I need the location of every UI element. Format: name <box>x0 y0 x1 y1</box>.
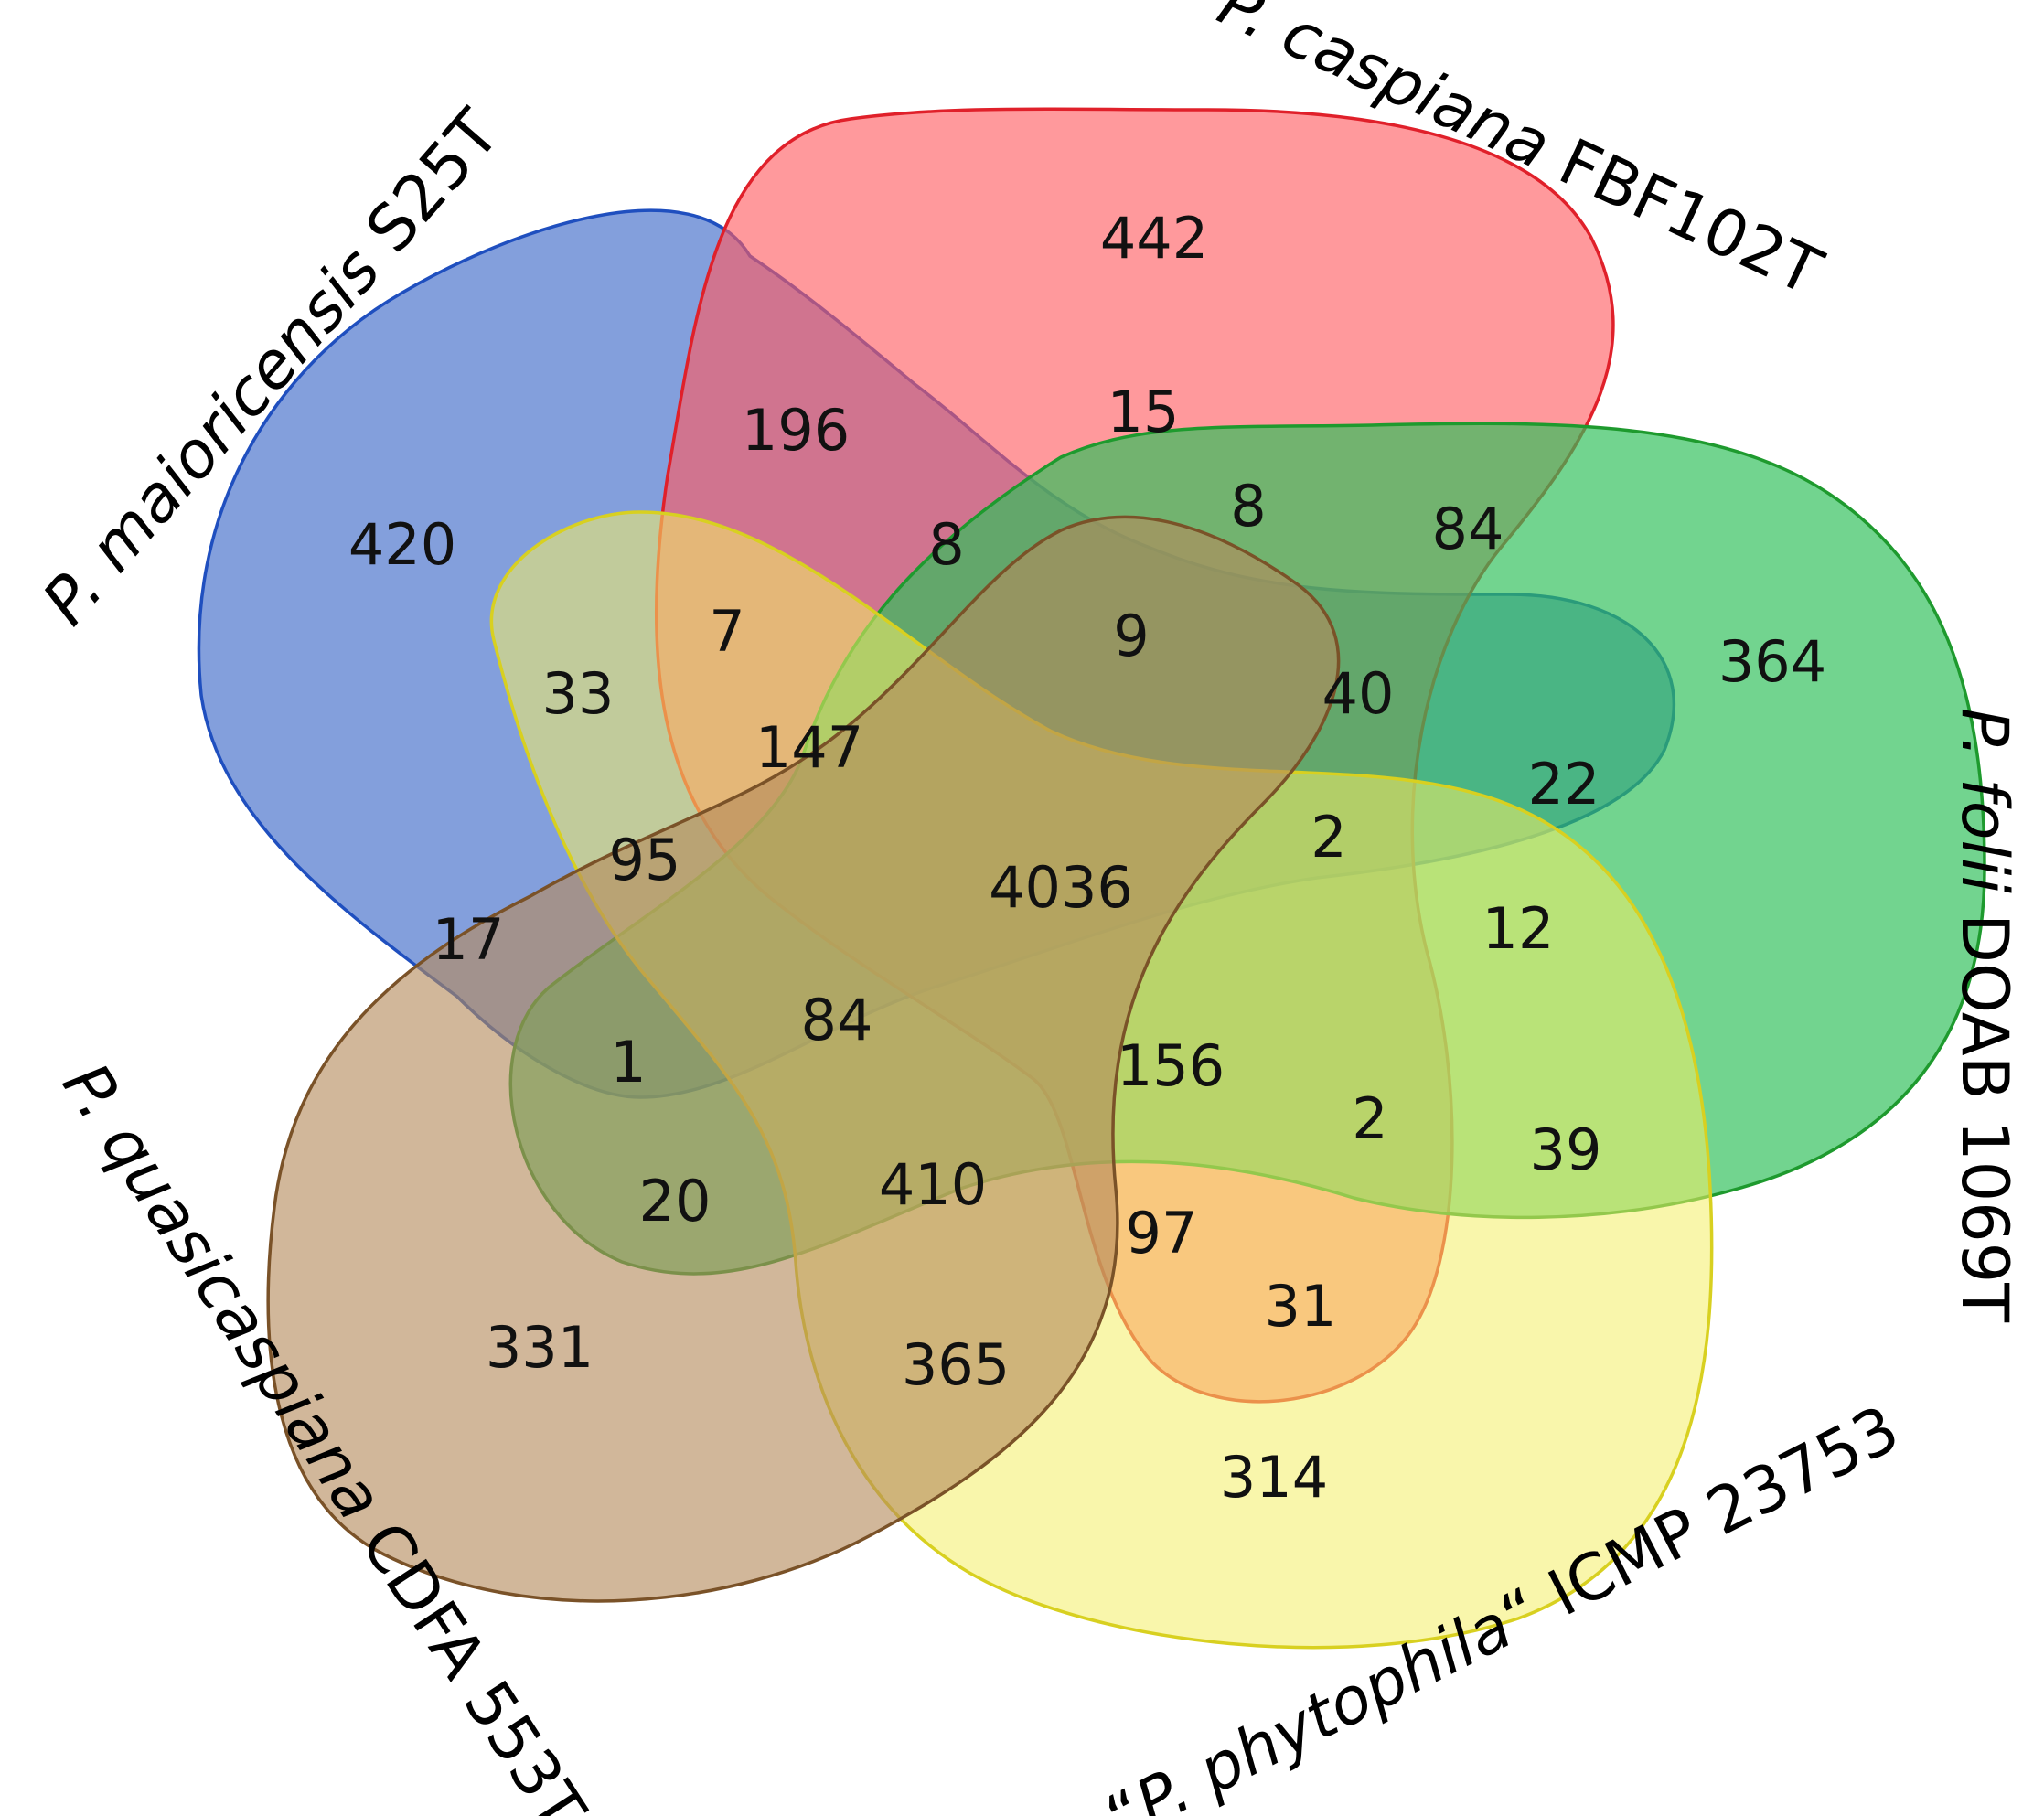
set-label-folii-strain: DOAB 1069T <box>1947 893 2022 1322</box>
region-count: 2 <box>1311 804 1346 871</box>
region-count-quasicaspiana-only: 331 <box>486 1314 594 1381</box>
region-count: 12 <box>1482 895 1555 962</box>
region-count-phytophila-only: 314 <box>1220 1444 1328 1511</box>
set-label-folii: P. folii DOAB 1069T <box>1947 708 2022 1322</box>
set-shape-quasicaspiana <box>266 515 1341 1603</box>
region-count: 95 <box>609 827 681 893</box>
region-count: 97 <box>1126 1200 1198 1266</box>
region-count: 9 <box>1113 603 1149 669</box>
region-count: 84 <box>1432 496 1504 562</box>
region-count: 4036 <box>989 854 1133 921</box>
region-count: 147 <box>755 714 863 781</box>
region-count: 410 <box>879 1151 987 1218</box>
region-count: 17 <box>433 906 505 973</box>
region-count: 156 <box>1117 1032 1225 1099</box>
region-count: 20 <box>639 1168 712 1234</box>
region-count: 7 <box>709 598 744 665</box>
region-count: 196 <box>742 397 850 464</box>
set-shapes <box>197 107 1986 1650</box>
region-count: 31 <box>1265 1273 1337 1340</box>
region-count: 40 <box>1322 660 1395 727</box>
region-count-maioricensis-only: 420 <box>348 511 456 578</box>
region-count: 8 <box>928 511 964 578</box>
region-count-folii-only: 364 <box>1718 628 1826 695</box>
region-count: 8 <box>1230 473 1266 539</box>
region-count: 39 <box>1530 1116 1602 1183</box>
region-count: 365 <box>902 1331 1010 1398</box>
region-count: 15 <box>1108 379 1180 445</box>
region-count-caspiana-only: 442 <box>1100 205 1208 272</box>
region-count: 22 <box>1528 751 1600 817</box>
region-count: 1 <box>610 1029 646 1095</box>
region-count: 84 <box>801 987 873 1053</box>
region-count: 33 <box>542 660 615 727</box>
region-count: 2 <box>1352 1085 1387 1152</box>
set-label-folii-italic: P. folii <box>1947 708 2022 893</box>
region-counts: 420 442 364 314 331 196 15 8 8 84 7 9 33… <box>348 205 1826 1511</box>
